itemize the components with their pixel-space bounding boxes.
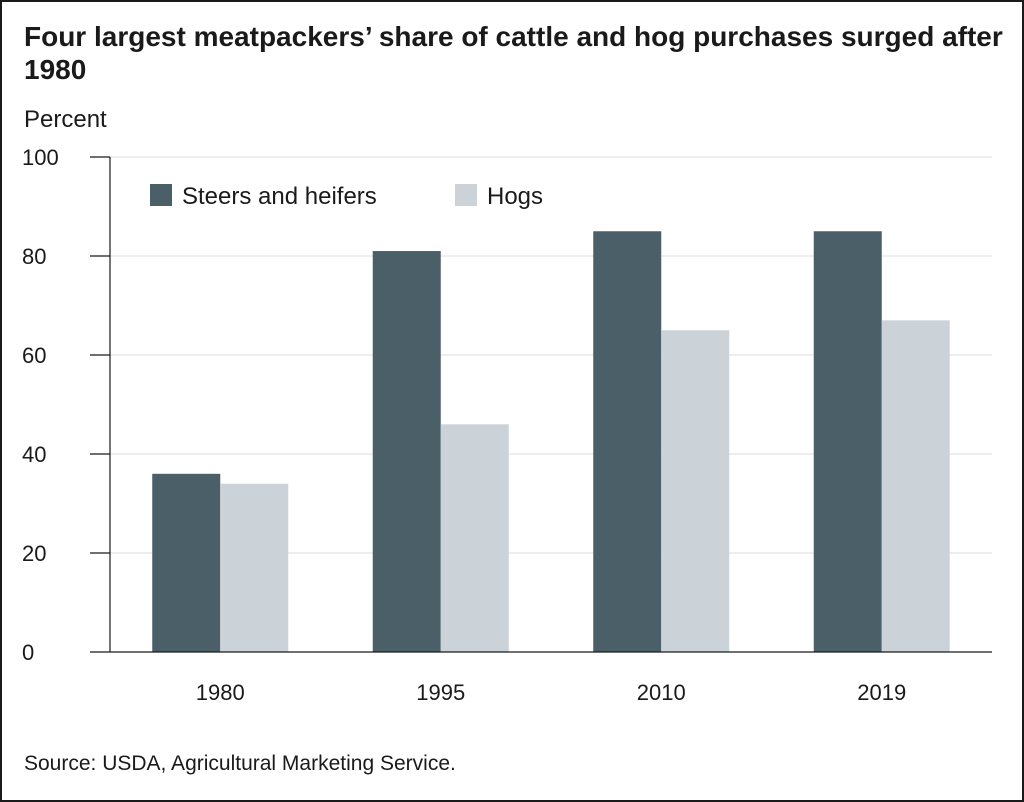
- y-tick-label: 60: [22, 343, 46, 368]
- y-axis-unit-label: Percent: [24, 106, 107, 133]
- y-tick-label: 0: [22, 640, 34, 665]
- legend-item-steers-swatch: [150, 184, 172, 206]
- y-tick-label: 40: [22, 442, 46, 467]
- legend-item-hogs-swatch: [455, 184, 477, 206]
- y-tick-label: 80: [22, 244, 46, 269]
- chart-title: Four largest meatpackers’ share of cattl…: [24, 21, 1003, 85]
- y-tick-label: 20: [22, 541, 46, 566]
- hogs-bar: [881, 320, 950, 652]
- steers-bar: [152, 473, 221, 652]
- steers-bar: [813, 231, 882, 652]
- x-category-labels: 1980 1995 2010 2019: [196, 680, 906, 705]
- steers-bar: [593, 231, 662, 652]
- hogs-bar: [661, 330, 730, 652]
- x-category-label: 2010: [637, 680, 686, 705]
- steers-bar: [372, 251, 441, 653]
- y-tick-label: 100: [22, 145, 59, 170]
- legend-item-hogs-label: Hogs: [487, 183, 543, 210]
- axes: [109, 157, 992, 653]
- x-category-label: 2019: [857, 680, 906, 705]
- bars: [152, 231, 950, 653]
- hogs-bar: [440, 424, 509, 652]
- legend-item-steers-label: Steers and heifers: [182, 183, 377, 210]
- y-tick-labels: 0 20 40 60 80 100: [22, 145, 110, 665]
- x-category-label: 1995: [416, 680, 465, 705]
- x-category-label: 1980: [196, 680, 245, 705]
- legend: Steers and heifers Hogs: [150, 183, 543, 210]
- hogs-bar: [220, 483, 289, 652]
- source-note: Source: USDA, Agricultural Marketing Ser…: [24, 752, 456, 775]
